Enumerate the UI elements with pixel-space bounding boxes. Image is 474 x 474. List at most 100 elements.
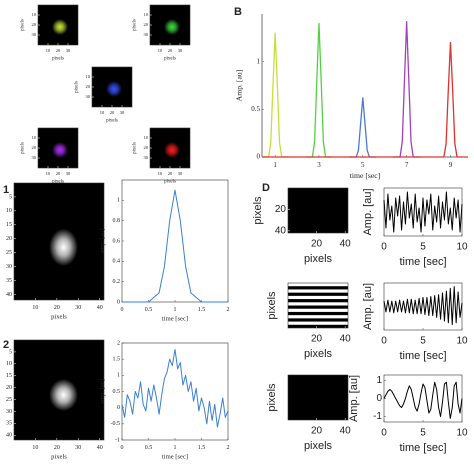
x-tick-label: 20 [56,171,61,176]
series-line [393,20,420,158]
panel: 0 5 10 -1 0 1 time [sec] Amp. [au] [348,374,468,454]
noise-texture [288,188,348,233]
y-tick-label: 1 [117,198,120,204]
y-tick-label: 0 [257,153,261,161]
x-axis-label: time [sec] [399,350,446,362]
y-tick-label: 10 [32,135,37,140]
panel: 20 40 pixels pixels [266,282,351,360]
stripe [288,305,348,309]
noise-texture [288,375,348,420]
y-axis-label: amp. [au] [99,379,106,404]
panel: 1 3 5 7 9 0 0.5 1 time [sec] Amp. [au] B [234,6,468,180]
y-tick-label: 10 [144,12,149,17]
x-tick-label: 1 [174,445,177,451]
x-tick-label: 20 [311,334,323,345]
y-tick-label: 10 [32,12,37,17]
y-tick-label: 1 [376,375,382,386]
y-axis-label: pixels [266,383,278,412]
axes-frame [287,282,349,329]
y-tick-label: 1 [257,57,261,65]
x-tick-label: 30 [178,48,183,53]
y-tick-label: 30 [32,155,37,160]
y-tick-label: 10 [6,361,12,367]
y-tick-label: 0.2 [113,279,121,285]
y-tick-label: 5 [9,349,12,355]
y-tick-label: 25 [6,250,12,256]
x-tick-label: 10 [100,110,105,115]
x-tick-label: 0 [381,428,387,439]
y-axis-label: pixels [20,142,25,154]
y-tick-label: 5 [9,194,12,200]
axes-frame [287,187,349,234]
x-tick-label: 5 [361,161,365,169]
panel-label: 1 [3,184,9,196]
y-axis-label: amp. [au] [99,228,106,253]
y-tick-label: -0.5 [111,421,121,427]
y-tick-label: -1 [373,411,382,422]
axes-frame [13,182,105,301]
x-tick-label: 40 [97,305,103,311]
x-axis-label: pixels [51,453,67,460]
x-tick-label: 0 [121,445,124,451]
y-axis-label: pixels [132,142,137,154]
x-tick-label: 10 [456,336,468,347]
y-tick-label: 30 [32,32,37,37]
y-axis-label: Amp. [au] [362,283,374,330]
x-tick-label: 2 [227,445,230,451]
stripe [288,318,348,322]
y-tick-label: 20 [32,22,37,27]
y-tick-label: 40 [6,292,12,298]
y-tick-label: 10 [86,74,91,79]
y-tick-label: 0.6 [113,238,121,244]
x-axis-label: time [sec] [399,442,446,454]
x-axis-label: time [sec] [162,453,188,460]
y-axis-label: Amp. [au] [235,70,244,102]
x-tick-label: 10 [158,48,163,53]
stripe [288,286,348,290]
panel: 0 0.5 1 1.5 2 -1 -0.5 0 0.5 1 1.5 2 time [sec] amp. [… [99,340,230,460]
x-tick-label: 20 [54,445,60,451]
axes-frame [287,374,349,421]
series-line [383,286,463,326]
x-tick-label: 0.5 [145,307,153,313]
y-tick-label: 1 [117,373,120,379]
x-tick-label: 2 [227,307,230,313]
stripe [288,311,348,316]
x-tick-label: 30 [75,445,81,451]
x-tick-label: 20 [110,110,115,115]
x-tick-label: 30 [66,171,71,176]
series-line [305,22,333,158]
x-axis-label: pixels [52,56,64,61]
y-tick-label: 1.5 [113,357,121,363]
spot [164,142,180,158]
x-tick-label: 30 [75,305,81,311]
panel-label: D [262,182,270,194]
axes-frame [121,342,229,441]
y-tick-label: 40 [275,225,287,236]
x-axis-label: time [sec] [350,171,381,180]
x-tick-label: 20 [56,48,61,53]
y-axis-label: pixels [132,19,137,31]
y-tick-label: 0.5 [251,105,260,113]
panel: 0 5 10 time [sec] Amp. [au] [362,187,468,268]
series-line [121,348,229,428]
y-tick-label: 0.4 [113,259,121,265]
stripe [288,292,348,296]
series-line [262,32,289,158]
x-tick-label: 10 [158,171,163,176]
y-tick-label: 15 [6,222,12,228]
y-tick-label: 20 [6,236,12,242]
axes-frame [13,339,105,441]
panel: 20 40 20 40 pixels pixels D [252,182,351,265]
x-tick-label: 0 [381,336,387,347]
panel: 10 20 30 40 5 10 15 20 25 30 35 40 pixels 2 [3,339,105,460]
y-axis-label: Amp. [au] [348,375,360,422]
x-axis-label: pixels [164,179,176,184]
y-tick-label: 30 [6,264,12,270]
x-tick-label: 9 [449,161,453,169]
x-tick-label: 30 [178,171,183,176]
y-tick-label: 0 [376,393,382,404]
